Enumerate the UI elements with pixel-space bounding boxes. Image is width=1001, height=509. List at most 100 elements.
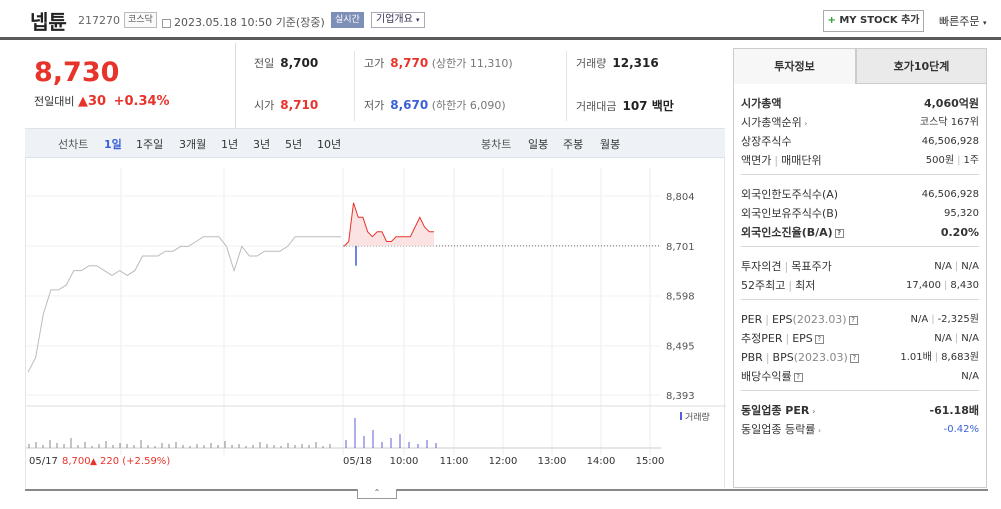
- separator: |: [931, 314, 935, 325]
- trade-amount: 거래대금 107 백만: [576, 97, 674, 114]
- tab-order-book[interactable]: 호가10단계: [856, 48, 987, 84]
- my-stock-add-button[interactable]: + MY STOCK 추가: [823, 10, 924, 32]
- open-price: 시가 8,710: [254, 97, 318, 113]
- high-price: 고가 8,770 (상한가 11,310): [364, 55, 513, 71]
- info-label: 투자의견 | 목표주가: [741, 257, 832, 276]
- info-value-text: 17,400: [905, 280, 941, 291]
- chevron-right-icon[interactable]: ›: [801, 119, 808, 128]
- price-chart[interactable]: 8,804 8,701 8,598 8,495 8,393 거래량 05/18 10:00 11…: [26, 158, 726, 488]
- divider: [354, 51, 355, 121]
- info-label: PER | EPS(2023.03)?: [741, 310, 858, 329]
- y-tick-label: 8,598: [666, 292, 695, 303]
- info-value-text: 8,430: [950, 280, 979, 291]
- period-3y[interactable]: 3년: [253, 138, 271, 151]
- period-10y[interactable]: 10년: [317, 138, 342, 151]
- info-label-text: EPS: [792, 332, 813, 345]
- info-label: 52주최고 | 최저: [741, 276, 815, 295]
- info-label-text: 매매단위: [781, 154, 822, 167]
- help-icon[interactable]: ?: [849, 353, 859, 363]
- price-change-row: 전일대비 ▲30 +0.34%: [34, 93, 170, 109]
- info-label-text: 시가총액: [741, 97, 782, 110]
- period-5y[interactable]: 5년: [285, 138, 303, 151]
- info-value: 4,060억원: [924, 94, 979, 113]
- info-value-text: N/A: [961, 261, 979, 272]
- volume-legend-swatch: [680, 412, 682, 420]
- info-rows: 시가총액 4,060억원 시가총액순위 › 코스닥 167위 상장주식수 46,506,9…: [733, 84, 987, 488]
- help-icon[interactable]: ?: [848, 315, 858, 325]
- candle-weekly[interactable]: 주봉: [563, 138, 584, 151]
- chevron-right-icon[interactable]: ›: [809, 407, 816, 416]
- help-icon[interactable]: ?: [793, 372, 803, 382]
- divider: [566, 51, 567, 121]
- info-row: 시가총액 4,060억원: [741, 94, 979, 113]
- info-label-text: 외국인보유주식수(B): [741, 207, 839, 220]
- separator: |: [943, 280, 948, 291]
- info-row: 동일업종 등락률 › -0.42%: [741, 420, 979, 439]
- x-tick-label: 12:00: [489, 456, 518, 467]
- chevron-up-icon[interactable]: ⌃: [357, 489, 397, 499]
- info-value-text: -2,325원: [937, 314, 979, 325]
- info-label-text: 액면가: [741, 154, 772, 167]
- info-label: 시가총액: [741, 94, 781, 113]
- info-value-text: 0.20%: [940, 226, 979, 239]
- info-divider: [741, 390, 979, 391]
- info-label: 추정PER | EPS?: [741, 329, 824, 348]
- chevron-right-icon[interactable]: ›: [815, 426, 822, 435]
- info-value: -61.18배: [930, 401, 979, 420]
- info-label: 외국인보유주식수(B): [741, 204, 838, 223]
- info-divider: [741, 174, 979, 175]
- info-label-text: PBR: [741, 351, 763, 364]
- bottom-divider: [25, 489, 988, 491]
- separator: |: [765, 313, 769, 326]
- info-label-text: 투자의견: [741, 260, 782, 273]
- period-1y[interactable]: 1년: [221, 138, 239, 151]
- info-value: N/A | -2,325원: [910, 310, 979, 329]
- clock-icon: [162, 18, 171, 28]
- info-label-text: 최저: [795, 279, 816, 292]
- info-value: 17,400 | 8,430: [906, 276, 979, 295]
- y-tick-label: 8,495: [666, 341, 695, 352]
- info-value: 0.20%: [941, 223, 979, 242]
- info-value-text: 1주: [963, 155, 979, 166]
- prev-day-label: 05/17: [29, 456, 58, 467]
- info-label-period: (2023.03): [792, 313, 847, 326]
- info-value-text: N/A: [934, 333, 952, 344]
- info-label-text: 동일업종 등락률: [741, 423, 816, 436]
- amount-value: 107 백만: [622, 99, 674, 113]
- tab-investment-info[interactable]: 투자정보: [733, 48, 856, 84]
- info-row: 동일업종 PER › -61.18배: [741, 401, 979, 420]
- amount-label: 거래대금: [576, 100, 617, 113]
- info-label: 외국인한도주식수(A): [741, 185, 838, 204]
- datetime-text: 2023.05.18 10:50: [174, 16, 273, 29]
- change-value: 30: [87, 94, 107, 109]
- info-label: 시가총액순위 ›: [741, 113, 807, 133]
- x-tick-label: 05/18: [343, 456, 372, 467]
- chart-period-nav: 선차트 1일 1주일 3개월 1년 3년 5년 10년 봉차트 일봉 주봉 월봉: [25, 128, 725, 158]
- volume: 거래량 12,316: [576, 55, 659, 71]
- help-icon[interactable]: ?: [814, 334, 824, 344]
- info-value: N/A | N/A: [934, 257, 979, 276]
- x-tick-label: 15:00: [636, 456, 665, 467]
- info-value-text: N/A: [910, 314, 929, 325]
- info-value: 46,506,928: [922, 132, 979, 151]
- quick-order-button[interactable]: 빠른주문 ▾: [939, 13, 987, 29]
- candle-daily[interactable]: 일봉: [528, 138, 549, 151]
- period-3m[interactable]: 3개월: [179, 138, 207, 151]
- prev-label: 전일: [254, 57, 275, 70]
- info-value-text: 500원: [925, 155, 955, 166]
- corp-overview-button[interactable]: 기업개요 ▾: [371, 12, 425, 28]
- help-icon[interactable]: ?: [834, 228, 844, 238]
- info-row: 외국인소진율(B/A)? 0.20%: [741, 223, 979, 242]
- candle-monthly[interactable]: 월봉: [600, 138, 621, 151]
- info-value: 95,320: [944, 204, 979, 223]
- candle-chart-label: 봉차트: [481, 138, 512, 151]
- info-divider: [741, 299, 979, 300]
- info-value: -0.42%: [944, 420, 979, 439]
- low-label: 저가: [364, 99, 385, 112]
- info-tabs: 투자정보 호가10단계: [733, 48, 987, 84]
- today-price-line: [343, 202, 434, 247]
- prev-change-value: 220 (+2.59%): [100, 456, 170, 467]
- realtime-button[interactable]: 실시간: [331, 12, 364, 28]
- period-1d[interactable]: 1일: [104, 138, 122, 151]
- period-1w[interactable]: 1주일: [136, 138, 164, 151]
